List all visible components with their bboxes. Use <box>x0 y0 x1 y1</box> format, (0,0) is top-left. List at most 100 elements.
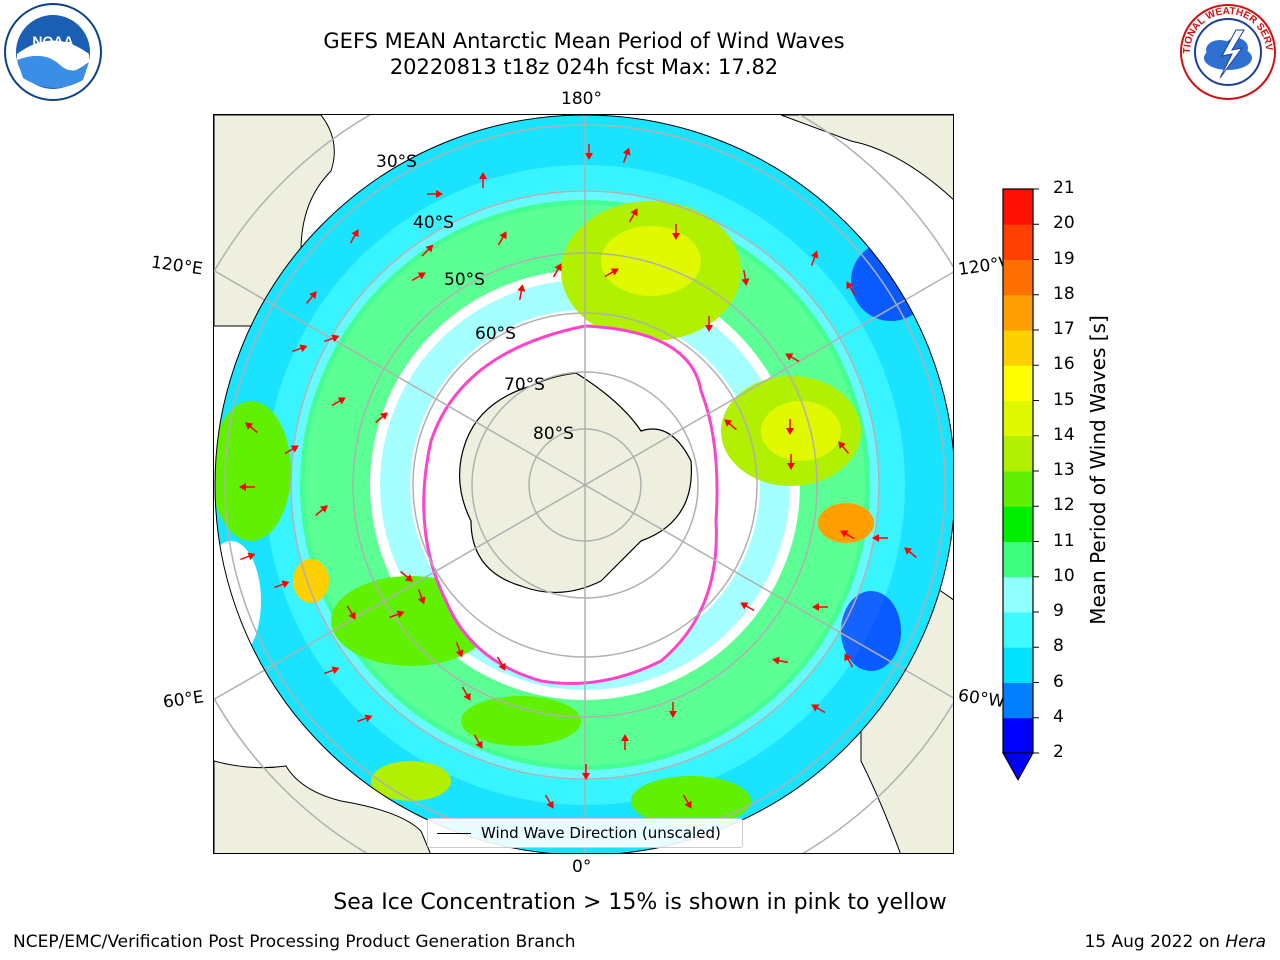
colorbar-tick-label: 8 <box>1053 636 1064 657</box>
colorbar-segment <box>1003 612 1033 648</box>
wave-arrow <box>324 334 340 343</box>
wave-arrow <box>904 547 917 559</box>
wave-arrow <box>604 268 619 278</box>
wave-period-map <box>214 115 953 853</box>
colorbar-segment <box>1003 682 1033 719</box>
colorbar-segments <box>1003 189 1033 754</box>
wave-arrow <box>497 231 507 246</box>
lat-label-70s: 70°S <box>504 375 545 395</box>
wave-arrow <box>682 794 692 809</box>
wave-arrow <box>239 483 255 491</box>
colorbar-segment <box>1003 189 1033 225</box>
chart-subtitle: 20220813 t18z 024h fcst Max: 17.82 <box>389 55 779 79</box>
colorbar-tick-label: 15 <box>1053 389 1075 410</box>
lon-label-0: 0° <box>572 857 592 877</box>
wave-arrow <box>245 422 258 434</box>
legend-line-swatch <box>437 832 471 834</box>
wave-arrow <box>292 344 308 353</box>
wave-arrow <box>461 686 471 701</box>
wave-arrow <box>240 552 256 561</box>
lat-label-30s: 30°S <box>376 152 417 172</box>
wave-arrow <box>872 534 888 542</box>
colorbar-tick-label: 6 <box>1053 671 1064 692</box>
colorbar-tick-label: 12 <box>1053 495 1075 516</box>
colorbar-tick-label: 2 <box>1053 742 1064 762</box>
wave-direction-arrows <box>239 144 917 809</box>
wave-arrow <box>811 704 826 714</box>
sea-ice-caption: Sea Ice Concentration > 15% is shown in … <box>333 890 947 915</box>
wave-arrow <box>740 602 755 612</box>
wave-arrow <box>705 316 713 332</box>
wave-arrow <box>621 734 629 750</box>
wave-arrow <box>496 656 506 671</box>
map-legend: Wind Wave Direction (unscaled) <box>427 818 743 848</box>
wave-arrow <box>455 642 464 658</box>
colorbar-segment <box>1003 259 1033 296</box>
wave-arrow <box>772 656 789 665</box>
wave-arrow <box>724 419 737 431</box>
colorbar-tick-label: 19 <box>1053 248 1075 269</box>
wave-arrow <box>544 794 554 809</box>
wave-arrow <box>628 208 638 223</box>
colorbar-tick-label: 11 <box>1053 530 1075 551</box>
colorbar-segment <box>1003 365 1033 401</box>
wave-arrow <box>417 589 426 605</box>
map-boundary <box>214 115 953 853</box>
colorbar-tick-label: 13 <box>1053 460 1075 480</box>
lon-label-180: 180° <box>561 89 602 109</box>
polar-map <box>213 114 954 854</box>
noaa-logo-icon: NOAA <box>4 3 102 101</box>
wave-arrow <box>324 666 340 675</box>
wave-arrow <box>305 291 317 304</box>
wave-arrow <box>346 605 356 620</box>
wave-arrow <box>473 734 483 749</box>
lat-label-80s: 80°S <box>533 424 574 444</box>
wave-arrow <box>585 144 593 160</box>
wave-arrow <box>389 610 405 619</box>
wave-arrow <box>284 445 299 455</box>
chart-title: GEFS MEAN Antarctic Mean Period of Wind … <box>323 29 845 53</box>
svg-text:NOAA: NOAA <box>32 33 73 49</box>
wave-arrow <box>331 397 346 407</box>
nws-logo-icon: NATIONAL WEATHER SERVICE <box>1178 2 1276 100</box>
wave-arrow <box>517 284 526 301</box>
colorbar <box>1002 188 1039 782</box>
colorbar-ticks <box>1033 188 1039 754</box>
lat-label-40s: 40°S <box>413 213 454 233</box>
wave-arrow <box>427 190 443 198</box>
wave-arrow <box>810 250 819 266</box>
colorbar-tick-label: 18 <box>1053 283 1075 304</box>
footer-date: 15 Aug 2022 on Hera <box>1084 932 1266 952</box>
colorbar-tick-label: 16 <box>1053 354 1075 375</box>
wave-arrow <box>357 714 373 723</box>
colorbar-segment <box>1003 400 1033 437</box>
colorbar-tick-label: 9 <box>1053 601 1064 621</box>
footer-machine: Hera <box>1225 932 1266 952</box>
wave-arrow <box>479 172 487 188</box>
legend-label: Wind Wave Direction (unscaled) <box>481 824 721 842</box>
colorbar-tick-label: 17 <box>1053 319 1075 339</box>
wave-arrow <box>552 263 562 278</box>
colorbar-tick-label: 14 <box>1053 424 1075 445</box>
colorbar-segment <box>1003 717 1033 754</box>
colorbar-segment <box>1003 506 1033 542</box>
footer-date-text: 15 Aug 2022 on <box>1084 932 1226 952</box>
colorbar-segment <box>1003 330 1033 366</box>
colorbar-segment <box>1003 224 1033 260</box>
colorbar-tick-label: 21 <box>1053 178 1075 198</box>
lat-label-50s: 50°S <box>444 270 485 290</box>
colorbar-tick-label: 10 <box>1053 565 1075 586</box>
lat-label-60s: 60°S <box>475 324 516 344</box>
wave-arrow <box>349 229 359 244</box>
wave-arrow <box>411 272 426 282</box>
colorbar-tick-label: 20 <box>1053 213 1075 234</box>
wave-arrow <box>785 353 800 363</box>
colorbar-segment <box>1003 471 1033 507</box>
colorbar-title: Mean Period of Wind Waves [s] <box>1086 315 1110 625</box>
lon-label-120e: 120°E <box>149 252 204 280</box>
colorbar-segment <box>1003 435 1033 472</box>
wave-arrow <box>421 244 434 257</box>
wave-arrow <box>375 412 388 424</box>
wave-arrow <box>812 603 828 611</box>
wave-arrow <box>622 147 631 163</box>
